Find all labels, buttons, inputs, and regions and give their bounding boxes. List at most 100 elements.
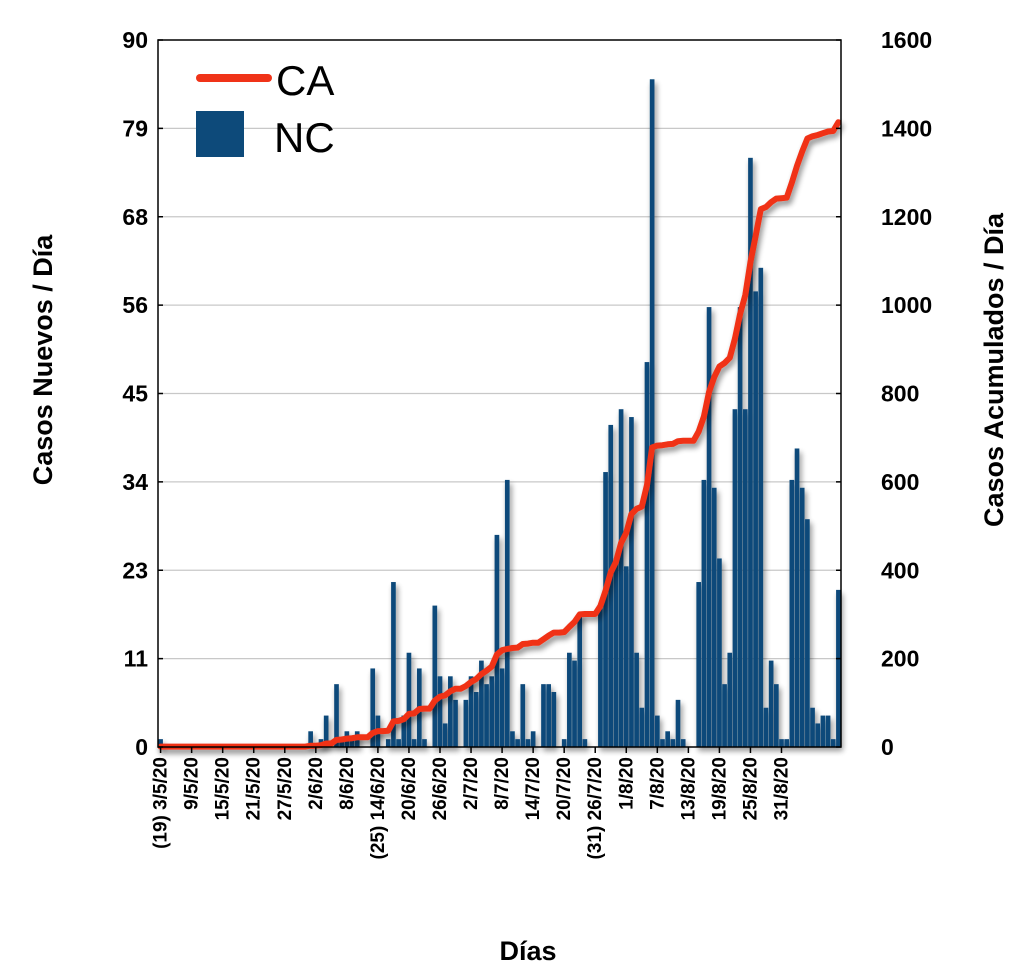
nc-bar (805, 519, 810, 747)
nc-bar (499, 668, 505, 747)
nc-bar (520, 684, 526, 747)
nc-bar (479, 660, 484, 747)
nc-bar (623, 566, 629, 747)
y2-tick-label: 1000 (881, 292, 932, 318)
nc-bar (696, 582, 702, 747)
nc-bar (422, 739, 427, 747)
nc-bar (442, 723, 448, 747)
nc-bar (670, 739, 676, 747)
nc-bar (825, 715, 831, 747)
nc-bar (323, 715, 329, 747)
nc-bar (732, 409, 738, 747)
x-tick-label: 1/8/20 (616, 757, 637, 810)
y2-tick-label: 600 (881, 469, 919, 495)
nc-bar (794, 448, 800, 747)
grid-lines (158, 127, 841, 660)
legend-ca-label: CA (276, 57, 334, 104)
x-tick-label: 19/8/20 (709, 757, 730, 820)
x-tick-label: 15/5/20 (213, 757, 234, 820)
nc-bar (737, 307, 743, 747)
nc-bar (608, 424, 614, 747)
x-tick-label: (31) 26/7/20 (585, 757, 606, 859)
y-tick-label: 34 (122, 469, 148, 495)
x-tick-label: (25) 14/6/20 (368, 757, 389, 859)
x-tick-label: 21/5/20 (244, 757, 265, 820)
y-axis-left-ticks: 0 11 23 34 45 56 68 79 90 (122, 27, 163, 760)
nc-bar (158, 739, 163, 747)
x-tick-label: 13/8/20 (678, 757, 699, 820)
nc-bar (515, 739, 520, 747)
nc-bar (639, 707, 645, 747)
nc-bar (820, 715, 826, 747)
nc-bars (158, 79, 841, 748)
nc-bar (453, 699, 458, 747)
x-axis-ticks: (19) 3/5/20 9/5/20 15/5/20 21/5/20 27/5/20 2/… (151, 747, 792, 859)
nc-bar (577, 613, 583, 747)
nc-bar (391, 582, 396, 747)
nc-bar (525, 739, 531, 747)
nc-bar (308, 731, 313, 747)
nc-bar (644, 362, 650, 747)
y2-tick-label: 1400 (881, 115, 932, 141)
nc-bar (385, 739, 391, 747)
nc-bar (629, 417, 634, 747)
x-tick-label: (19) 3/5/20 (151, 757, 172, 849)
nc-bar (370, 668, 376, 747)
nc-bar (742, 409, 748, 747)
x-tick-label: 31/8/20 (771, 757, 792, 820)
nc-bar (432, 605, 438, 747)
nc-bar (660, 739, 665, 747)
nc-bar (468, 676, 474, 747)
nc-bar (799, 487, 805, 747)
legend: CA NC (196, 57, 335, 161)
y-tick-label: 68 (122, 204, 148, 230)
x-tick-label: 7/8/20 (647, 757, 668, 810)
y-axis-right-ticks: 0 200 400 600 800 1000 1200 1400 1600 (836, 27, 932, 760)
nc-bar (779, 739, 784, 747)
nc-bar (789, 479, 795, 747)
nc-bar (784, 739, 789, 747)
legend-nc-swatch (196, 111, 244, 157)
nc-bar (598, 605, 603, 747)
nc-bar (634, 652, 639, 747)
nc-bar (701, 479, 707, 747)
nc-bar (567, 652, 572, 747)
nc-bar (665, 731, 670, 747)
y2-tick-label: 800 (881, 381, 919, 407)
nc-bar (484, 684, 489, 747)
x-tick-label: 14/7/20 (523, 757, 544, 820)
nc-bar (763, 707, 769, 747)
nc-bar (349, 739, 355, 747)
x-tick-label: 25/8/20 (740, 757, 761, 820)
nc-bar (546, 684, 551, 747)
x-tick-label: 8/6/20 (337, 757, 358, 810)
nc-bar (753, 291, 758, 747)
nc-bar (810, 707, 815, 747)
nc-bar (561, 739, 567, 747)
nc-bar (748, 157, 753, 748)
x-tick-label: 20/7/20 (554, 757, 575, 820)
nc-bar (773, 684, 779, 747)
nc-bar (572, 660, 577, 747)
y-tick-label: 0 (135, 734, 148, 760)
nc-bar (618, 409, 624, 747)
nc-bar (406, 652, 412, 747)
nc-bar (675, 699, 681, 747)
nc-bar (768, 660, 774, 747)
y-axis-left-title: Casos Nuevos / Día (28, 234, 58, 486)
y-tick-label: 56 (122, 292, 148, 318)
nc-bar (339, 739, 345, 747)
y-axis-right-title: Casos Acumulados / Día (979, 212, 1009, 527)
y2-tick-label: 1200 (881, 204, 932, 230)
nc-bar (815, 723, 821, 747)
x-tick-label: 20/6/20 (399, 757, 420, 820)
y-tick-label: 90 (122, 27, 148, 53)
y-tick-label: 45 (122, 381, 148, 407)
y-tick-label: 79 (122, 115, 148, 141)
y-tick-label: 23 (122, 557, 148, 583)
x-tick-label: 2/6/20 (306, 757, 327, 810)
nc-bar (649, 79, 655, 748)
nc-bar (551, 692, 557, 747)
nc-bar (401, 715, 407, 747)
